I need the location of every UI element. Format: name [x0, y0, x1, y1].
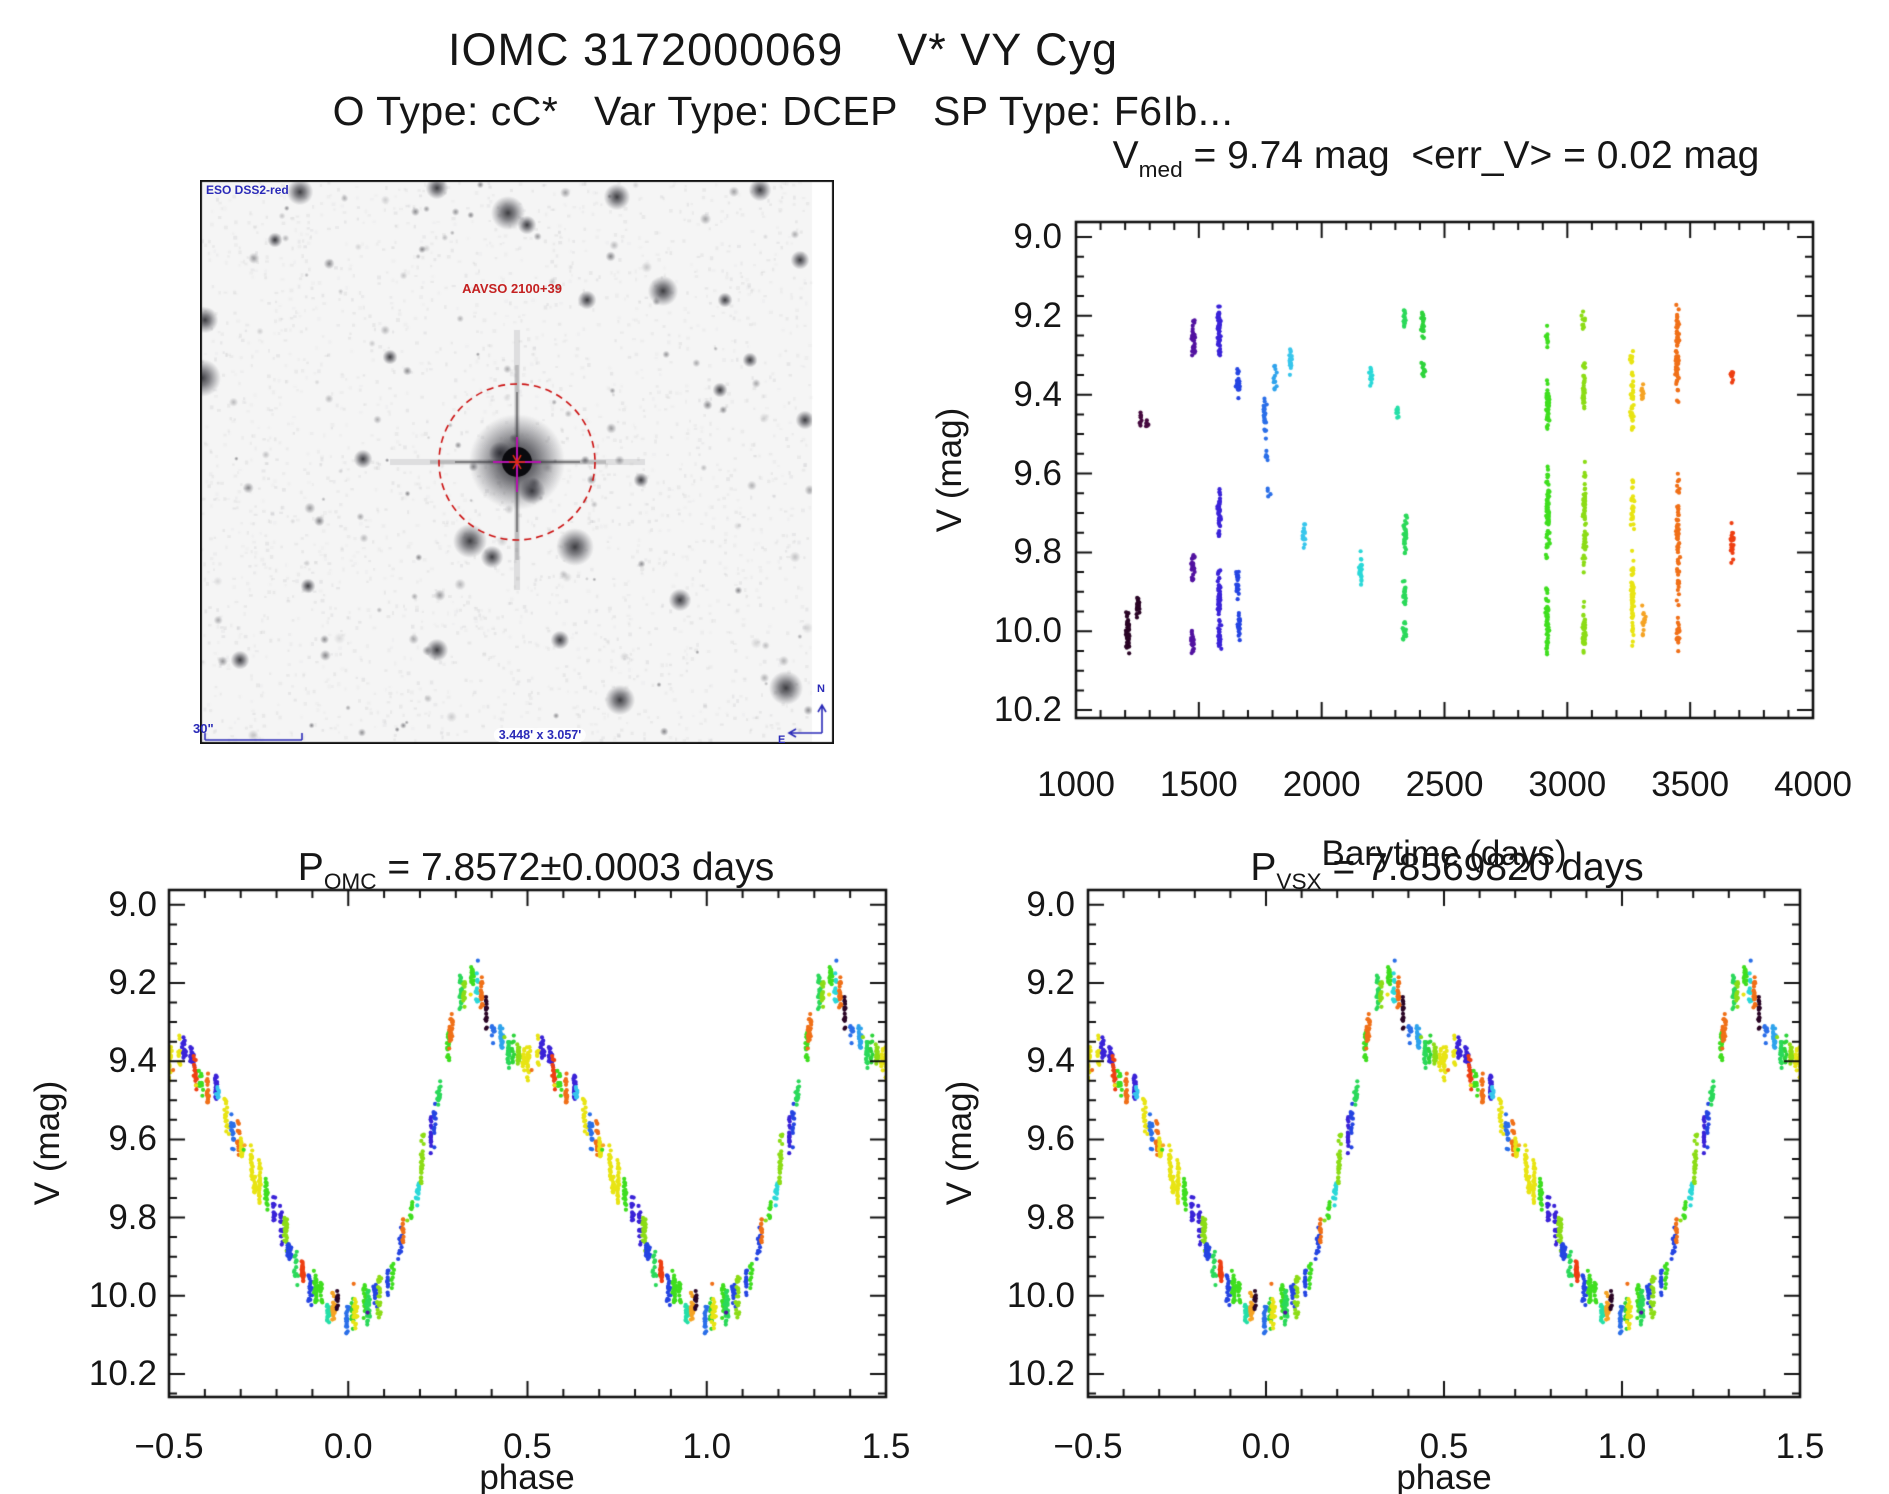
- page-title: IOMC 3172000069 V* VY Cyg: [447, 24, 1119, 75]
- title-subscript: med: [1138, 156, 1183, 182]
- y-tick-label: 9.6: [1026, 1119, 1075, 1159]
- y-axis-label: V (mag): [940, 1080, 979, 1206]
- x-axis-label: phase: [1396, 1458, 1492, 1494]
- y-tick-label: 9.2: [108, 963, 157, 1003]
- title-value: = 9.74 mag <err_V> = 0.02 mag: [1182, 134, 1760, 177]
- x-tick-label: 1000: [1037, 765, 1115, 804]
- y-tick-label: 9.2: [1013, 295, 1062, 335]
- x-tick-label: 2500: [1405, 765, 1484, 804]
- x-tick-label: 3000: [1528, 765, 1607, 804]
- y-tick-label: 9.8: [1013, 532, 1062, 572]
- y-tick-label: 9.8: [1026, 1197, 1075, 1237]
- phase-omc-plot-area: [150, 870, 910, 1420]
- x-tick-label: 2000: [1282, 765, 1361, 804]
- y-tick-label: 9.6: [108, 1119, 157, 1159]
- x-tick-label: 3500: [1651, 765, 1730, 804]
- x-tick-label: 4000: [1774, 765, 1852, 804]
- survey-label: ESO DSS2-red: [206, 183, 289, 197]
- x-tick-label: 1.0: [682, 1427, 732, 1466]
- y-tick-label: 10.0: [993, 611, 1062, 651]
- y-axis-label: V (mag): [28, 1080, 67, 1206]
- x-tick-label: −0.5: [1053, 1427, 1123, 1466]
- x-tick-label: −0.5: [134, 1427, 204, 1466]
- aavso-chart-label: AAVSO 2100+39: [462, 281, 562, 296]
- y-tick-label: 10.0: [88, 1275, 157, 1315]
- phase-vsx-plot-area: [1068, 870, 1820, 1420]
- x-tick-label: 1500: [1159, 765, 1238, 804]
- y-tick-label: 9.0: [108, 884, 157, 924]
- y-tick-label: 10.0: [1006, 1275, 1075, 1315]
- north-direction-label: N: [817, 683, 825, 695]
- x-tick-label: 1.5: [861, 1427, 911, 1466]
- barytime-plot-area: [1056, 200, 1856, 740]
- y-tick-label: 10.2: [993, 690, 1062, 730]
- y-tick-label: 9.6: [1013, 453, 1062, 493]
- y-tick-label: 10.2: [1006, 1353, 1075, 1393]
- page-subtitle: O Type: cC* Var Type: DCEP SP Type: F6Ib…: [332, 88, 1234, 134]
- y-tick-label: 9.4: [1026, 1041, 1075, 1081]
- y-axis-label: V (mag): [930, 407, 969, 533]
- east-direction-label: E: [778, 734, 786, 746]
- y-tick-label: 10.2: [88, 1353, 157, 1393]
- x-tick-label: 0.5: [503, 1427, 552, 1466]
- x-axis-label: phase: [479, 1458, 575, 1494]
- x-tick-label: 0.5: [1419, 1427, 1469, 1466]
- x-tick-label: 1.5: [1775, 1427, 1825, 1466]
- y-tick-label: 9.4: [108, 1041, 157, 1081]
- field-size-label: 3.448' x 3.057': [493, 728, 587, 742]
- barytime-plot-title: Vmed = 9.74 mag <err_V> = 0.02 mag: [1113, 134, 1760, 183]
- x-tick-label: 0.0: [1241, 1427, 1291, 1466]
- y-tick-label: 9.8: [108, 1197, 157, 1237]
- y-tick-label: 9.0: [1026, 884, 1075, 924]
- title-prefix: V: [1112, 134, 1139, 177]
- y-tick-label: 9.2: [1026, 963, 1075, 1003]
- x-tick-label: 1.0: [1597, 1427, 1647, 1466]
- y-tick-label: 9.4: [1013, 374, 1062, 414]
- scalebar-label: 30": [193, 721, 214, 736]
- finder-chart-image: [200, 180, 834, 744]
- x-tick-label: 0.0: [323, 1427, 373, 1466]
- y-tick-label: 9.0: [1013, 216, 1062, 256]
- x-axis-label: Barytime (days): [1321, 834, 1567, 873]
